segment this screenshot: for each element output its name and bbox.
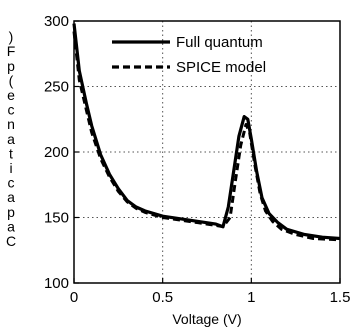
y-axis-label-char: e <box>7 87 15 103</box>
legend: Full quantum SPICE model <box>112 34 266 76</box>
y-tick-label: 250 <box>44 79 69 96</box>
y-axis-label-char: a <box>7 189 15 205</box>
y-axis-label-char: a <box>7 218 15 234</box>
y-axis-label-char: C <box>6 233 16 249</box>
x-tick-label: 0 <box>70 289 78 306</box>
series-line-full-quantum <box>72 23 341 241</box>
x-tick-label: 1 <box>247 289 255 306</box>
y-axis-label-char: t <box>9 145 13 161</box>
series-line-spice-model <box>72 31 341 242</box>
axis-ticks: 0 0.5 1 1.5 100 150 200 250 300 <box>44 13 350 306</box>
y-axis-label-char: p <box>7 58 15 74</box>
y-tick-label: 150 <box>44 210 69 227</box>
y-axis-label-char: ) <box>9 29 14 45</box>
legend-label: SPICE model <box>176 59 266 76</box>
y-tick-label: 100 <box>44 275 69 292</box>
y-axis-label-char: c <box>8 102 15 118</box>
x-tick-label: 0.5 <box>152 289 173 306</box>
y-axis-label-char: p <box>7 204 15 220</box>
x-tick-label: 1.5 <box>330 289 351 306</box>
y-axis-label-char: F <box>7 43 16 59</box>
y-axis-label-char: a <box>7 131 15 147</box>
grid-lines <box>74 21 340 283</box>
y-tick-label: 200 <box>44 144 69 161</box>
series-lines <box>72 23 341 242</box>
y-axis-label-char: c <box>8 175 15 191</box>
y-tick-label: 300 <box>44 13 69 30</box>
x-axis-label: Voltage (V) <box>172 311 241 327</box>
y-axis-label-char: n <box>7 116 15 132</box>
legend-label: Full quantum <box>176 34 263 51</box>
y-axis-label-char: i <box>9 160 12 176</box>
y-axis-label-char: ( <box>9 72 14 88</box>
